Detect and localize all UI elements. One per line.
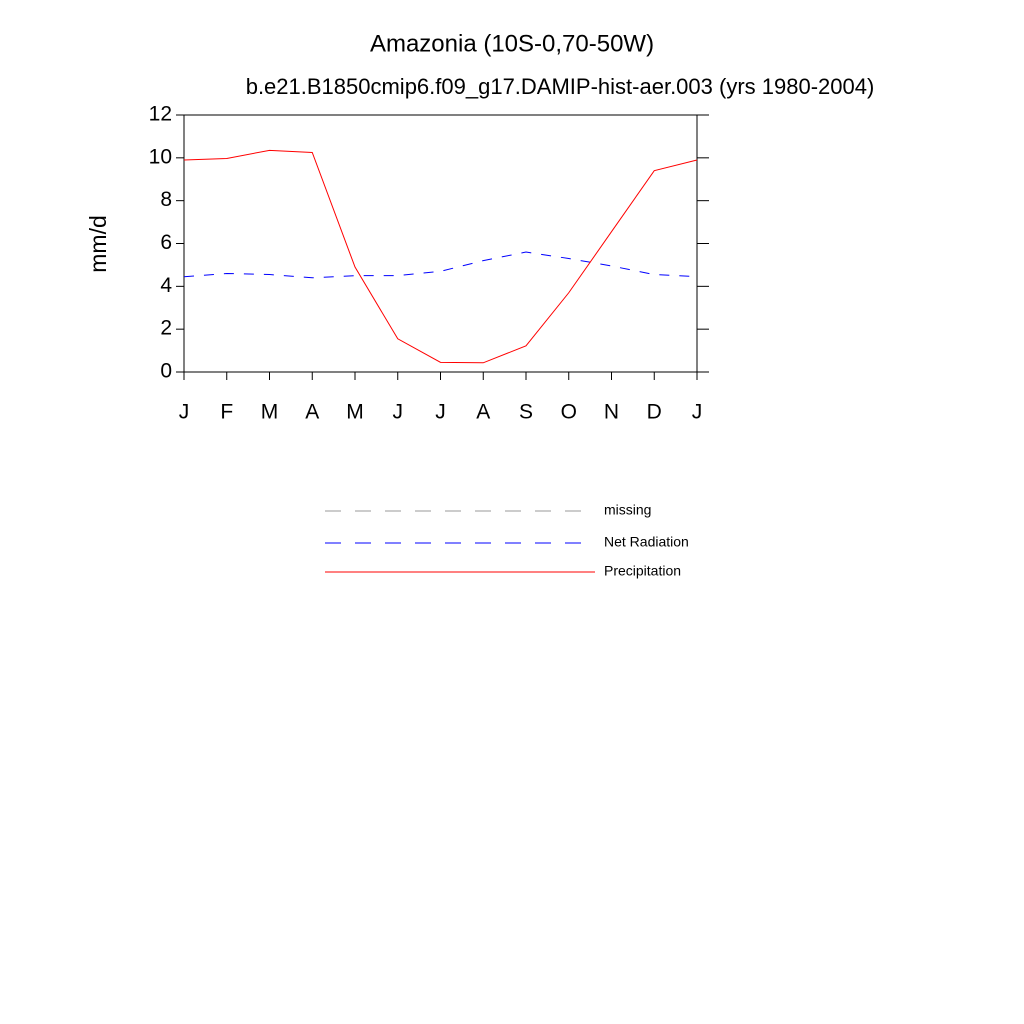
legend-label: Net Radiation <box>604 534 689 550</box>
x-tick-label: A <box>305 401 319 424</box>
chart-title: Amazonia (10S-0,70-50W) <box>370 30 654 57</box>
y-tick-label: 8 <box>160 188 172 211</box>
x-tick-label: O <box>561 401 577 424</box>
y-tick-label: 0 <box>160 360 172 383</box>
y-axis-label: mm/d <box>85 215 111 273</box>
x-tick-label: A <box>476 401 490 424</box>
x-tick-label: J <box>393 401 404 424</box>
chart-subtitle: b.e21.B1850cmip6.f09_g17.DAMIP-hist-aer.… <box>246 74 875 99</box>
y-tick-label: 10 <box>149 145 172 168</box>
series-line <box>183 251 698 279</box>
y-tick-label: 12 <box>149 103 172 126</box>
x-tick-label: M <box>261 401 279 424</box>
x-tick-label: M <box>346 401 364 424</box>
y-tick-label: 2 <box>160 317 172 340</box>
y-tick-label: 6 <box>160 231 172 254</box>
x-tick-label: D <box>647 401 662 424</box>
legend-label: missing <box>604 502 651 518</box>
x-tick-label: N <box>604 401 619 424</box>
legend-label: Precipitation <box>604 563 681 579</box>
series-line <box>183 149 698 364</box>
x-tick-label: S <box>519 401 533 424</box>
plot-frame <box>183 114 698 373</box>
x-tick-label: F <box>220 401 233 424</box>
y-tick-label: 4 <box>160 274 172 297</box>
x-tick-label: J <box>692 401 703 424</box>
x-tick-label: J <box>179 401 190 424</box>
x-tick-label: J <box>435 401 446 424</box>
